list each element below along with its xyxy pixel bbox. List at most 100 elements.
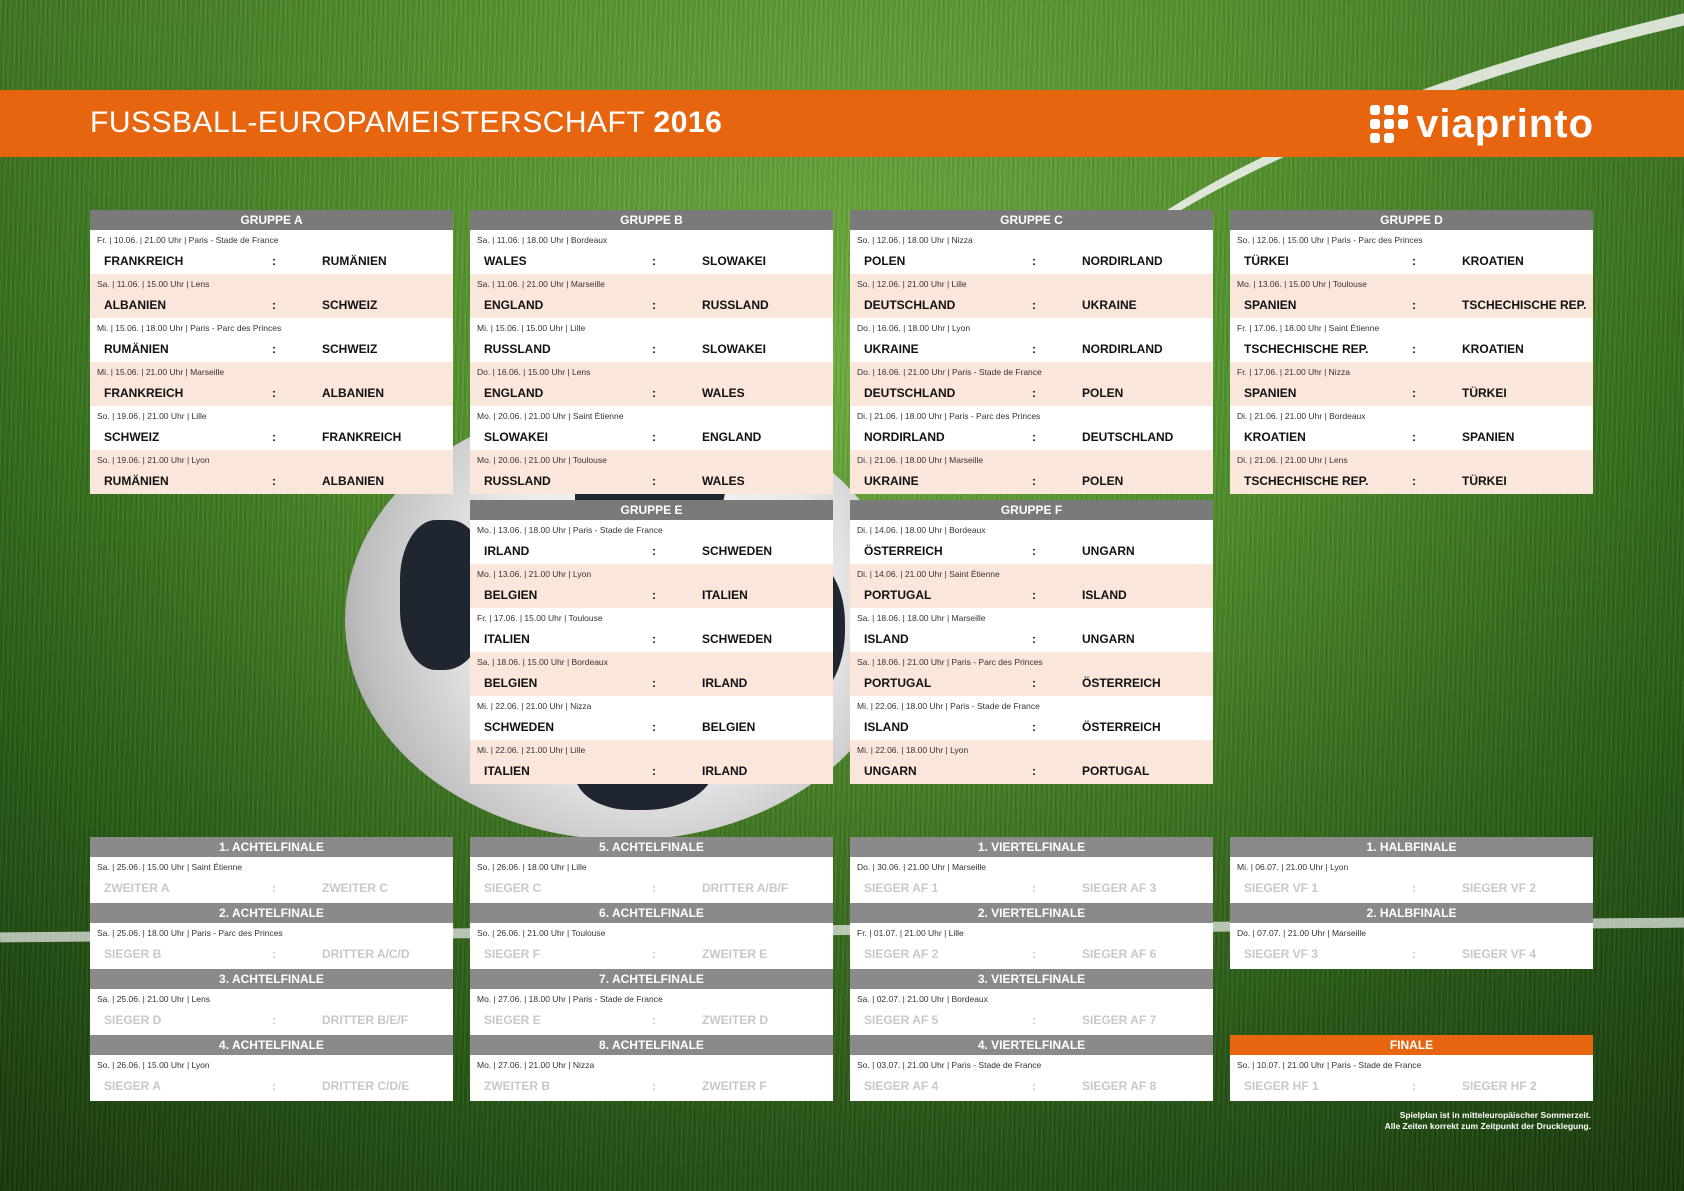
match-info: Mi. | 22.06. | 21.00 Uhr | Lille <box>477 745 586 755</box>
away-team: FRANKREICH <box>322 430 402 444</box>
away-team: ZWEITER E <box>702 947 768 961</box>
score-separator: : <box>1412 1079 1416 1093</box>
round-header: 4. ACHTELFINALE <box>90 1035 453 1055</box>
score-separator: : <box>1032 298 1036 312</box>
away-team: SIEGER VF 4 <box>1462 947 1537 961</box>
away-team: NORDIRLAND <box>1082 342 1163 356</box>
match-row: Mi. | 22.06. | 18.00 Uhr | Paris - Stade… <box>850 696 1213 740</box>
group-header: GRUPPE A <box>90 210 453 230</box>
knockout-column-3: 1. VIERTELFINALE Do. | 30.06. | 21.00 Uhr… <box>850 837 1213 1101</box>
match-info: Fr. | 01.07. | 21.00 Uhr | Lille <box>857 928 964 938</box>
match-info: So. | 03.07. | 21.00 Uhr | Paris - Stade… <box>857 1060 1042 1070</box>
match-info: Sa. | 18.06. | 15.00 Uhr | Bordeaux <box>477 657 608 667</box>
score-separator: : <box>1032 676 1036 690</box>
match-row: Fr. | 01.07. | 21.00 Uhr | Lille SIEGER A… <box>850 923 1213 969</box>
away-team: TÜRKEI <box>1462 386 1507 400</box>
match-row: So. | 03.07. | 21.00 Uhr | Paris - Stade… <box>850 1055 1213 1101</box>
match-info: So. | 10.07. | 21.00 Uhr | Paris - Stade… <box>1237 1060 1422 1070</box>
score-separator: : <box>1032 632 1036 646</box>
match-row: Do. | 16.06. | 21.00 Uhr | Paris - Stade… <box>850 362 1213 406</box>
score-separator: : <box>652 947 656 961</box>
away-team: ALBANIEN <box>322 474 384 488</box>
match-info: So. | 26.06. | 21.00 Uhr | Toulouse <box>477 928 606 938</box>
match-info: Mo. | 20.06. | 21.00 Uhr | Saint Étienne <box>477 411 624 421</box>
home-team: SPANIEN <box>1244 386 1297 400</box>
round-header: 1. ACHTELFINALE <box>90 837 453 857</box>
match-row: Di. | 14.06. | 18.00 Uhr | Bordeaux ÖSTER… <box>850 520 1213 564</box>
score-separator: : <box>652 544 656 558</box>
match-row: Do. | 16.06. | 15.00 Uhr | Lens ENGLAND: W… <box>470 362 833 406</box>
home-team: DEUTSCHLAND <box>864 298 956 312</box>
away-team: DRITTER C/D/E <box>322 1079 410 1093</box>
match-info: So. | 12.06. | 21.00 Uhr | Lille <box>857 279 967 289</box>
logo-dots-icon <box>1370 104 1410 145</box>
match-info: Mi. | 15.06. | 18.00 Uhr | Paris - Parc … <box>97 323 282 333</box>
match-row: Mo. | 27.06. | 18.00 Uhr | Paris - Stade… <box>470 989 833 1035</box>
match-row: Sa. | 25.06. | 21.00 Uhr | Lens SIEGER D:… <box>90 989 453 1035</box>
match-info: Fr. | 17.06. | 15.00 Uhr | Toulouse <box>477 613 603 623</box>
match-row: Mi. | 15.06. | 18.00 Uhr | Paris - Parc … <box>90 318 453 362</box>
away-team: ÖSTERREICH <box>1082 676 1161 690</box>
score-separator: : <box>652 632 656 646</box>
match-info: Mi. | 15.06. | 15.00 Uhr | Lille <box>477 323 586 333</box>
score-separator: : <box>1032 720 1036 734</box>
score-separator: : <box>1032 342 1036 356</box>
round-header: 4. VIERTELFINALE <box>850 1035 1213 1055</box>
away-team: UNGARN <box>1082 632 1135 646</box>
match-info: Sa. | 18.06. | 21.00 Uhr | Paris - Parc … <box>857 657 1043 667</box>
home-team: SIEGER AF 1 <box>864 881 939 895</box>
home-team: SIEGER AF 2 <box>864 947 939 961</box>
knockout-column-1: 1. ACHTELFINALE Sa. | 25.06. | 15.00 Uhr … <box>90 837 453 1101</box>
match-row: Mi. | 22.06. | 21.00 Uhr | Lille ITALIEN:… <box>470 740 833 784</box>
home-team: RUSSLAND <box>484 474 551 488</box>
home-team: ENGLAND <box>484 386 544 400</box>
match-info: Mo. | 27.06. | 18.00 Uhr | Paris - Stade… <box>477 994 663 1004</box>
home-team: RUMÄNIEN <box>104 474 169 488</box>
round-header: 1. VIERTELFINALE <box>850 837 1213 857</box>
score-separator: : <box>652 474 656 488</box>
match-row: So. | 19.06. | 21.00 Uhr | Lyon RUMÄNIEN:… <box>90 450 453 494</box>
score-separator: : <box>652 342 656 356</box>
match-row: So. | 26.06. | 21.00 Uhr | Toulouse SIEGE… <box>470 923 833 969</box>
away-team: SCHWEIZ <box>322 298 378 312</box>
away-team: SLOWAKEI <box>702 342 767 356</box>
match-row: Sa. | 02.07. | 21.00 Uhr | Bordeaux SIEGE… <box>850 989 1213 1035</box>
score-separator: : <box>1032 588 1036 602</box>
group-panel-a: GRUPPE A Fr. | 10.06. | 21.00 Uhr | Paris… <box>90 210 453 494</box>
match-info: So. | 12.06. | 18.00 Uhr | Nizza <box>857 235 973 245</box>
match-row: Mo. | 20.06. | 21.00 Uhr | Toulouse RUSSL… <box>470 450 833 494</box>
round-header: 2. VIERTELFINALE <box>850 903 1213 923</box>
away-team: SIEGER VF 2 <box>1462 881 1537 895</box>
score-separator: : <box>652 588 656 602</box>
score-separator: : <box>652 386 656 400</box>
home-team: SPANIEN <box>1244 298 1297 312</box>
match-row: Mi. | 06.07. | 21.00 Uhr | Lyon SIEGER VF… <box>1230 857 1593 903</box>
away-team: SIEGER HF 2 <box>1462 1079 1537 1093</box>
logo-text: viaprinto <box>1416 102 1594 146</box>
match-info: Do. | 07.07. | 21.00 Uhr | Marseille <box>1237 928 1366 938</box>
away-team: ZWEITER F <box>702 1079 767 1093</box>
away-team: SIEGER AF 6 <box>1082 947 1157 961</box>
away-team: UNGARN <box>1082 544 1135 558</box>
away-team: SCHWEDEN <box>702 544 773 558</box>
group-panel-f: GRUPPE F Di. | 14.06. | 18.00 Uhr | Borde… <box>850 500 1213 784</box>
away-team: SCHWEDEN <box>702 632 773 646</box>
score-separator: : <box>272 430 276 444</box>
round-header: 2. HALBFINALE <box>1230 903 1593 923</box>
match-info: Mi. | 22.06. | 18.00 Uhr | Lyon <box>857 745 969 755</box>
score-separator: : <box>1032 1013 1036 1027</box>
home-team: ALBANIEN <box>104 298 166 312</box>
match-info: Mi. | 15.06. | 21.00 Uhr | Marseille <box>97 367 225 377</box>
score-separator: : <box>652 881 656 895</box>
home-team: SIEGER C <box>484 881 542 895</box>
match-row: Mo. | 13.06. | 15.00 Uhr | Toulouse SPANI… <box>1230 274 1593 318</box>
match-row: Mi. | 15.06. | 15.00 Uhr | Lille RUSSLAND… <box>470 318 833 362</box>
note-line-2: Alle Zeiten korrekt zum Zeitpunkt der Dr… <box>1384 1121 1591 1131</box>
home-team: ISLAND <box>864 632 909 646</box>
away-team: KROATIEN <box>1462 342 1524 356</box>
match-info: Di. | 21.06. | 18.00 Uhr | Paris - Parc … <box>857 411 1041 421</box>
score-separator: : <box>272 1013 276 1027</box>
home-team: RUSSLAND <box>484 342 551 356</box>
round-header: 3. VIERTELFINALE <box>850 969 1213 989</box>
note-line-1: Spielplan ist in mitteleuropäischer Somm… <box>1399 1110 1591 1120</box>
